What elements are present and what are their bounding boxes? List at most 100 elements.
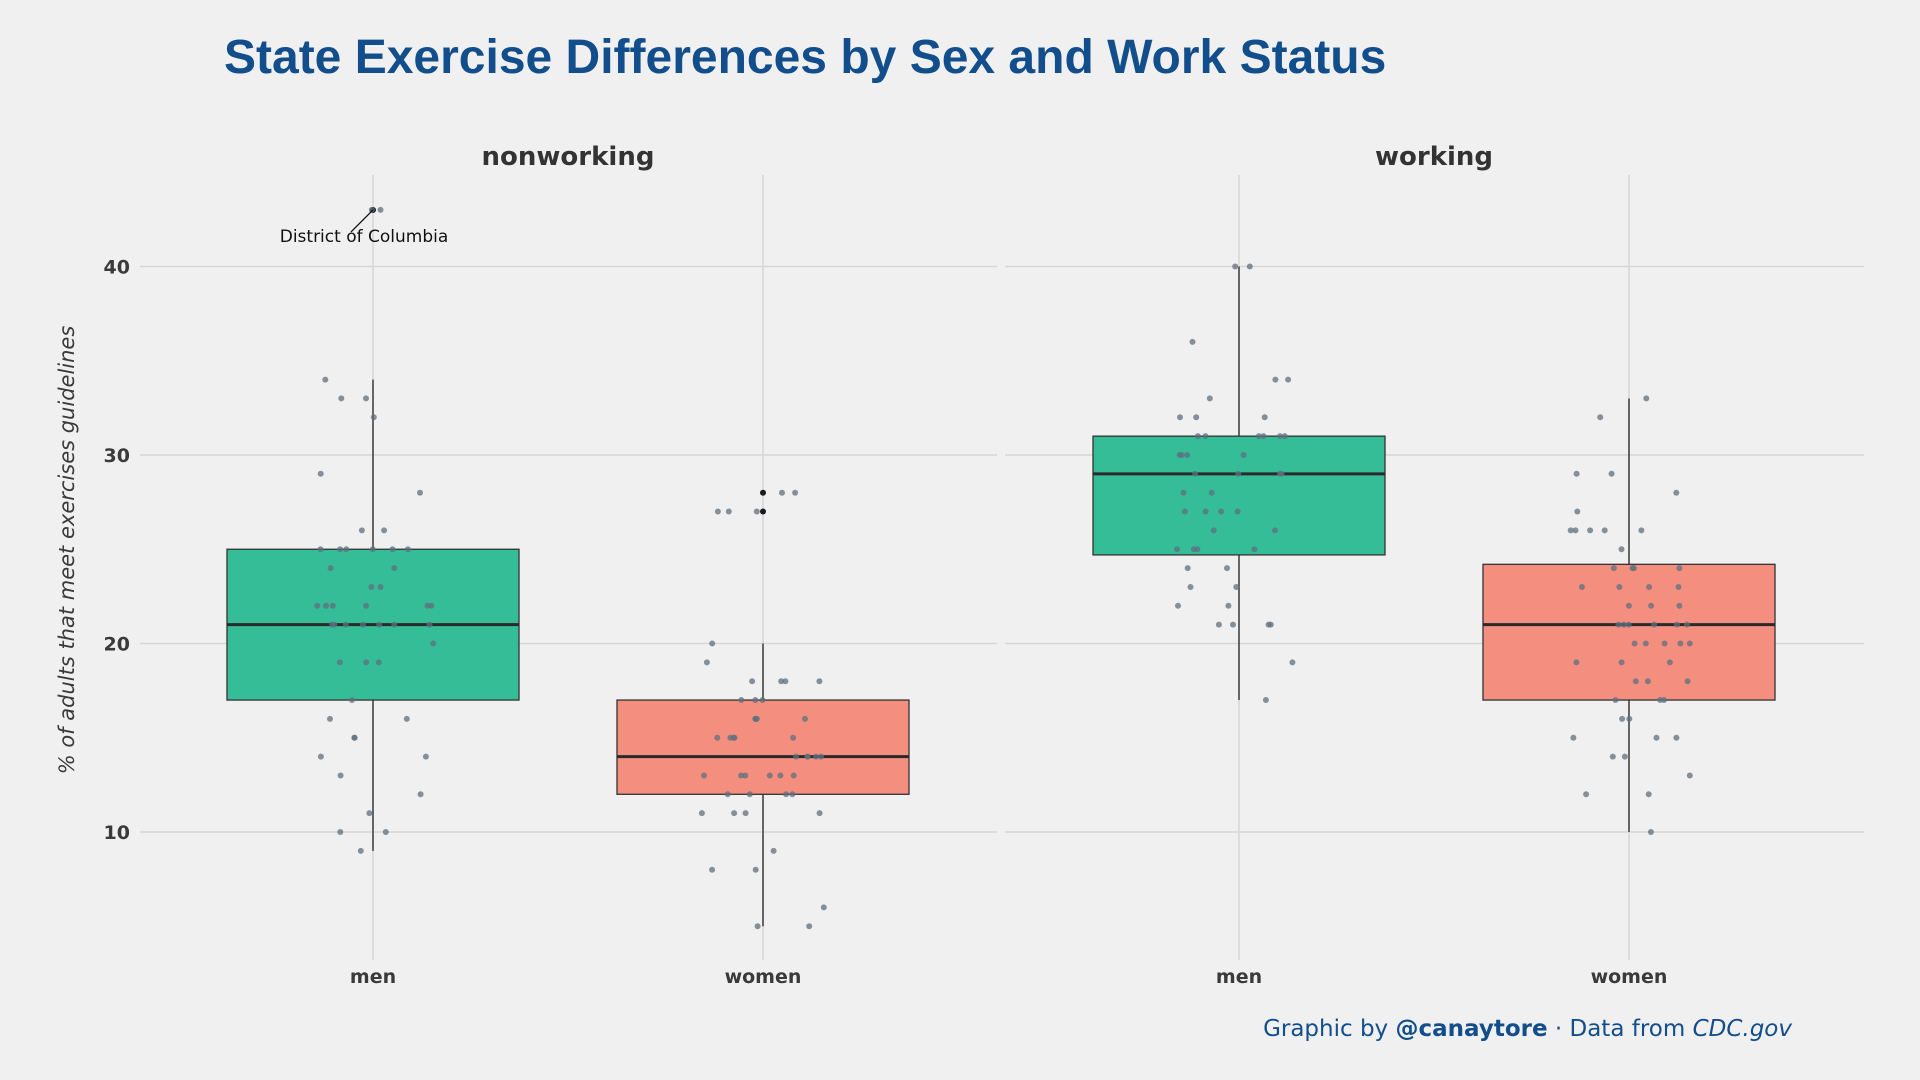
data-point [742,772,749,779]
data-point [1261,414,1268,421]
outlier-point [760,489,766,496]
data-point [1618,546,1625,553]
data-point [1601,527,1608,534]
data-point [1175,602,1181,609]
data-point [363,602,370,609]
data-point [783,791,790,798]
data-point [1612,697,1619,703]
data-point [1616,584,1623,590]
data-point [1232,263,1239,270]
data-point [812,753,819,760]
data-point [422,753,429,760]
chart-title: State Exercise Differences by Sex and Wo… [224,31,1386,84]
data-point [804,753,811,760]
data-point [1638,527,1645,534]
data-point [391,621,398,628]
data-point [370,414,377,421]
outlier-point [760,508,766,515]
data-point [1177,414,1183,421]
data-point [714,508,721,515]
y-axis: 10 20 30 40 [104,257,130,845]
data-point [1240,452,1247,458]
data-point [1225,602,1232,609]
data-point [1233,584,1240,590]
data-point [337,829,344,835]
data-point [1646,584,1653,590]
data-point [1583,791,1590,798]
data-point [1666,659,1673,666]
data-point [724,791,731,798]
data-point [1206,395,1213,402]
data-point [357,847,364,854]
data-point [1570,734,1577,741]
data-point [1631,640,1638,647]
data-point [375,659,382,666]
data-point [1176,452,1183,458]
data-point [1626,715,1633,722]
data-point [1189,338,1196,345]
x-tick-label: men [1216,966,1262,988]
data-point [417,489,423,496]
data-point [1184,565,1191,572]
data-point [1676,602,1683,609]
data-point [1255,433,1262,440]
data-point [1260,433,1267,440]
data-point [430,640,437,647]
data-point [731,734,738,741]
data-point [789,791,796,798]
data-point [363,395,369,402]
data-point [1644,678,1651,685]
data-point [1673,489,1680,496]
y-tick-label: 10 [104,822,130,844]
data-point [820,904,827,911]
data-point [1648,602,1655,609]
y-axis-label: % of adults that meet exercises guidelin… [55,326,79,775]
annotation-leader [350,209,374,233]
data-point [1642,640,1649,647]
data-point [1651,621,1658,628]
data-point [816,810,823,817]
data-point [1573,470,1580,477]
data-point [1278,470,1285,477]
data-point [1202,508,1209,515]
data-point [1194,546,1201,553]
data-point [368,206,375,213]
data-point [329,602,336,609]
facet-panel-nonworking: nonworking District of Columbia men women [140,142,997,988]
data-point [377,206,384,213]
data-point [1597,414,1604,421]
data-point [1618,659,1625,666]
data-point [426,621,433,628]
data-point [1210,527,1217,534]
data-point [1215,621,1222,628]
data-point [1574,508,1581,515]
data-point [802,715,808,722]
data-point [714,734,721,741]
data-point [351,734,358,741]
data-point [701,772,707,779]
data-point [818,753,825,760]
data-point [1208,489,1215,496]
data-point [1686,772,1693,779]
data-point [1567,527,1574,534]
data-point [1272,376,1279,383]
data-point [1587,527,1594,534]
caption-prefix: Graphic by [1263,1016,1395,1042]
data-point [358,527,365,534]
data-point [1180,489,1187,496]
data-point [1265,621,1272,628]
data-point [317,753,324,760]
x-tick-label: women [725,966,802,988]
data-point [377,584,384,590]
data-point [1610,565,1617,572]
data-point [1202,433,1209,440]
data-point [709,640,716,647]
caption-handle: @canaytore [1395,1016,1547,1042]
data-point [343,546,350,553]
data-point [1573,659,1580,666]
box-working-men [1092,435,1386,556]
data-point [342,621,349,628]
x-tick-label: men [350,966,396,988]
